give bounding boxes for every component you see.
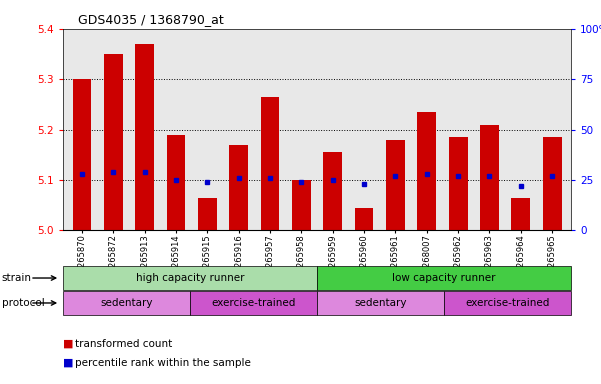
Bar [198,198,217,230]
Text: transformed count: transformed count [75,339,172,349]
Bar [543,137,561,230]
Text: GDS4035 / 1368790_at: GDS4035 / 1368790_at [78,13,224,26]
Text: ■: ■ [63,339,73,349]
Bar [323,152,342,230]
Text: sedentary: sedentary [354,298,407,308]
Bar [449,137,468,230]
Bar [261,97,279,230]
Bar [135,44,154,230]
Text: strain: strain [2,273,32,283]
Text: protocol: protocol [2,298,44,308]
Bar [355,208,373,230]
Text: high capacity runner: high capacity runner [136,273,245,283]
Bar [104,54,123,230]
Bar [417,112,436,230]
Bar [229,145,248,230]
Text: low capacity runner: low capacity runner [392,273,496,283]
Bar [166,135,185,230]
Bar [292,180,311,230]
Bar [386,140,405,230]
Text: exercise-trained: exercise-trained [212,298,296,308]
Text: percentile rank within the sample: percentile rank within the sample [75,358,251,368]
Text: sedentary: sedentary [100,298,153,308]
Bar [73,79,91,230]
Text: exercise-trained: exercise-trained [465,298,550,308]
Text: ■: ■ [63,358,73,368]
Bar [480,124,499,230]
Bar [511,198,530,230]
